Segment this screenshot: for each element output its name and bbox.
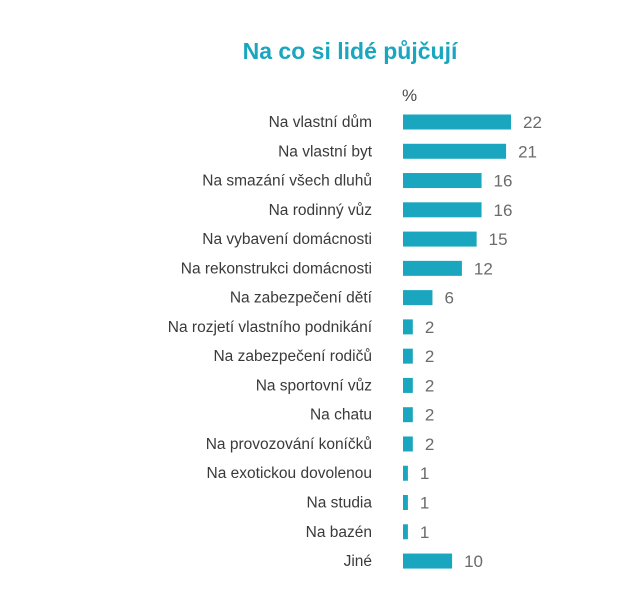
value-label: 6 [444, 289, 453, 308]
category-label: Na exotickou dovolenou [207, 465, 372, 482]
bar [403, 114, 511, 130]
category-label: Jiné [344, 553, 372, 570]
category-label: Na vlastní dům [269, 114, 372, 131]
value-label: 16 [494, 201, 513, 220]
value-label: 15 [489, 230, 508, 249]
category-label: Na smazání všech dluhů [202, 173, 372, 190]
value-label: 2 [425, 435, 434, 454]
category-label: Na vybavení domácnosti [202, 231, 372, 248]
bar [403, 143, 507, 159]
bar [403, 377, 413, 393]
category-label: Na chatu [310, 407, 372, 424]
value-label: 21 [518, 142, 537, 161]
value-label: 2 [425, 318, 434, 337]
value-label: 1 [420, 494, 429, 513]
category-label: Na rozjetí vlastního podnikání [168, 319, 373, 336]
value-label: 1 [420, 523, 429, 542]
value-label: 10 [464, 552, 483, 571]
value-label: 2 [425, 347, 434, 366]
bar [403, 202, 482, 218]
category-label: Na provozování koníčků [206, 436, 372, 453]
bar [403, 495, 408, 511]
value-label: 1 [420, 464, 429, 483]
category-label: Na zabezpečení rodičů [213, 348, 372, 365]
category-label: Na zabezpečení dětí [230, 290, 373, 307]
value-label: 2 [425, 406, 434, 425]
value-label: 2 [425, 376, 434, 395]
bar [403, 290, 433, 306]
category-label: Na studia [307, 495, 373, 512]
category-label: Na bazén [306, 524, 372, 541]
category-label: Na vlastní byt [278, 143, 373, 160]
unit-label: % [402, 86, 418, 105]
value-label: 12 [474, 259, 493, 278]
bar [403, 260, 462, 276]
chart-title: Na co si lidé půjčují [242, 38, 458, 64]
bar [403, 465, 408, 481]
category-label: Na rekonstrukci domácnosti [181, 260, 372, 277]
category-label: Na rodinný vůz [269, 202, 372, 219]
bar [403, 407, 413, 423]
bar [403, 436, 413, 452]
bar [403, 524, 408, 540]
value-label: 22 [523, 113, 542, 132]
value-label: 16 [494, 172, 513, 191]
bar [403, 173, 482, 189]
bar [403, 553, 453, 569]
bar [403, 348, 413, 364]
bar [403, 231, 477, 247]
bar [403, 319, 413, 335]
category-label: Na sportovní vůz [256, 377, 372, 394]
